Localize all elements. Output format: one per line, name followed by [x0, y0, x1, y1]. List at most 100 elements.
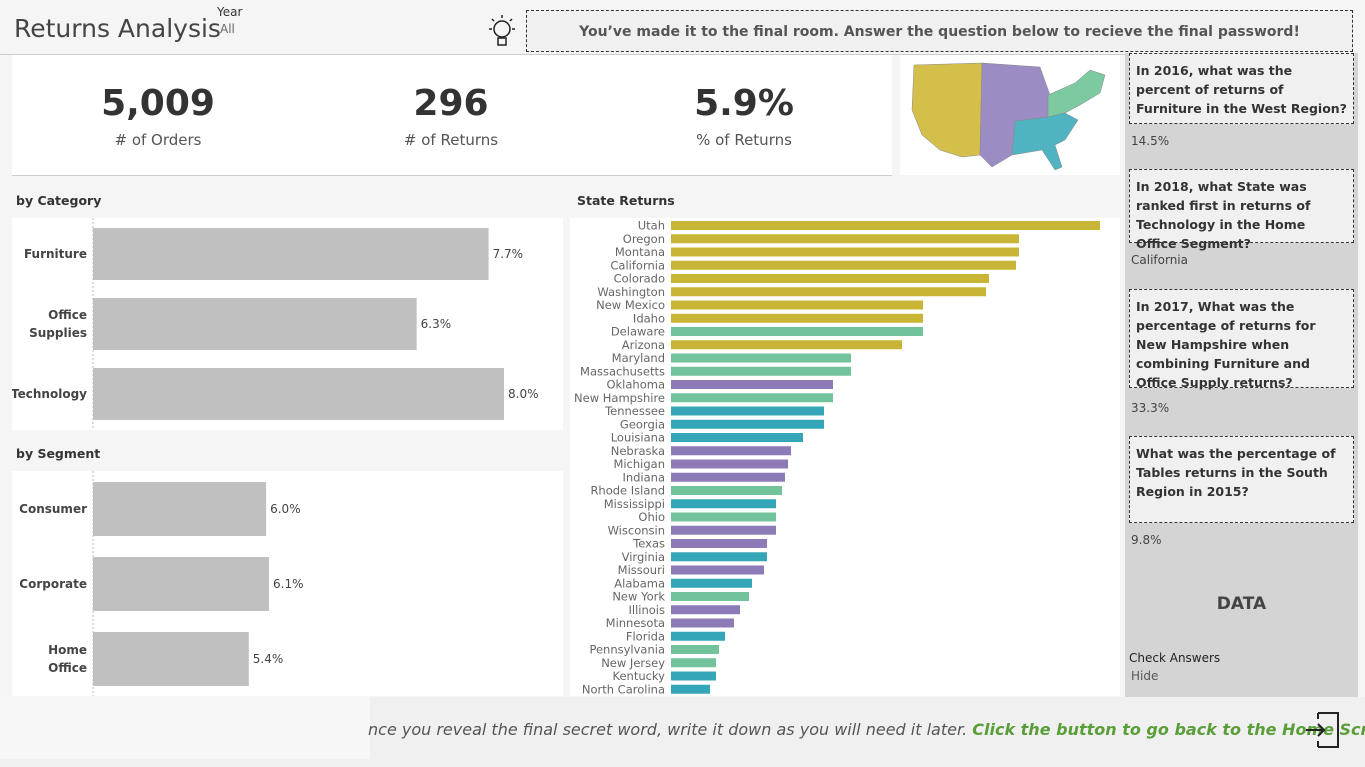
category-label: Idaho: [633, 311, 665, 325]
bar: [671, 618, 734, 628]
category-label: Rhode Island: [590, 484, 665, 498]
category-label: Arizona: [622, 338, 665, 352]
category-label: Kentucky: [612, 669, 665, 683]
footer-link[interactable]: Click the button to go back to the Home …: [972, 720, 1365, 739]
category-label: Montana: [615, 245, 665, 259]
bar: [671, 578, 752, 588]
east-region: [1047, 69, 1106, 118]
exit-button[interactable]: [1304, 710, 1342, 750]
bar: [671, 221, 1100, 230]
category-label: Furniture: [24, 247, 87, 261]
category-label: Office Supplies: [29, 308, 87, 340]
label-line: Supplies: [29, 326, 87, 340]
label-line: Office: [48, 661, 87, 675]
bar: [671, 592, 749, 601]
bar-chart: UtahOregonMontanaCaliforniaColoradoWashi…: [570, 218, 1120, 696]
category-label: Maryland: [612, 351, 665, 365]
footer-left: [0, 697, 370, 759]
category-label: Home Office: [48, 643, 87, 675]
section-title: State Returns: [577, 193, 675, 208]
bar: [671, 512, 776, 522]
answer: 33.3%: [1131, 401, 1170, 415]
check-value[interactable]: Hide: [1131, 669, 1159, 683]
label-line: Office: [48, 308, 87, 322]
value-label: 5.4%: [253, 652, 284, 666]
footer-text: nce you reveal the final secret word, wr…: [368, 720, 1365, 739]
bar: [671, 393, 833, 403]
bar: [671, 552, 767, 562]
bar: [671, 247, 1019, 257]
category-label: Indiana: [622, 470, 665, 484]
category-label: Missouri: [618, 563, 665, 577]
question-box: In 2018, what State was ranked first in …: [1129, 169, 1354, 251]
sidebar-heading: DATA: [1216, 594, 1267, 614]
category-label: Louisiana: [611, 431, 665, 445]
answer: 9.8%: [1131, 533, 1162, 547]
category-label: Technology: [12, 387, 87, 401]
bar: [671, 274, 989, 283]
answer: 14.5%: [1131, 134, 1170, 148]
category-label: Florida: [626, 629, 665, 643]
bar: [671, 525, 776, 535]
category-label: Virginia: [622, 550, 665, 564]
bar: [671, 366, 851, 376]
footer-note: nce you reveal the final secret word, wr…: [368, 720, 968, 739]
category-label: Nebraska: [611, 444, 665, 458]
category-label: Wisconsin: [608, 523, 665, 537]
bar: [671, 340, 902, 350]
category-label: Corporate: [19, 577, 87, 591]
bar: [93, 482, 267, 536]
check-label: Check Answers: [1129, 651, 1221, 665]
bar: [671, 631, 725, 641]
category-label: Oregon: [623, 232, 665, 246]
divider: [0, 54, 1125, 55]
category-label: Tennessee: [604, 404, 665, 418]
bar: [671, 671, 716, 681]
bar: [93, 298, 417, 350]
category-label: Texas: [632, 537, 665, 551]
bar: [93, 557, 269, 611]
kpi-value: 5.9%: [694, 83, 794, 124]
region-map: [911, 62, 1106, 171]
question-box: What was the percentage of Tables return…: [1129, 436, 1354, 523]
category-label: New Jersey: [601, 656, 665, 670]
bar: [671, 260, 1016, 270]
kpi-value: 296: [413, 83, 489, 124]
banner: You’ve made it to the final room. Answer…: [526, 10, 1353, 52]
section-title: by Category: [16, 193, 102, 208]
bar: [671, 645, 719, 654]
bar: [671, 327, 923, 336]
lightbulb-icon: [489, 15, 515, 46]
kpi-value: 5,009: [101, 83, 215, 124]
bar: [671, 313, 923, 323]
value-label: 8.0%: [508, 387, 539, 401]
value-label: 6.0%: [270, 502, 301, 516]
bar: [671, 406, 824, 416]
bar: [93, 368, 504, 420]
category-label: New Mexico: [596, 298, 665, 312]
category-label: Washington: [597, 285, 665, 299]
bar: [671, 658, 716, 668]
label-line: Home: [48, 643, 87, 657]
category-label: Georgia: [620, 417, 665, 431]
value-label: 6.1%: [273, 577, 304, 591]
filter-value[interactable]: All: [220, 22, 235, 36]
bar: [671, 353, 851, 363]
kpi-panel: [12, 55, 892, 176]
category-label: Minnesota: [606, 616, 665, 630]
answer: California: [1131, 253, 1188, 267]
bar-chart: Consumer 6.0% Corporate 6.1% Home Office 5.4%: [12, 471, 563, 696]
category-label: Alabama: [614, 576, 665, 590]
bar: [671, 419, 824, 429]
kpi-label: # of Returns: [403, 131, 499, 149]
category-label: Delaware: [611, 325, 665, 339]
category-label: Massachusetts: [580, 364, 665, 378]
south-region: [1011, 112, 1079, 171]
question-box: In 2016, what was the percent of returns…: [1129, 53, 1354, 124]
category-label: Ohio: [638, 510, 665, 524]
bar: [671, 287, 986, 297]
bar: [671, 300, 923, 310]
section-title: by Segment: [16, 446, 101, 461]
category-label: Michigan: [613, 457, 665, 471]
